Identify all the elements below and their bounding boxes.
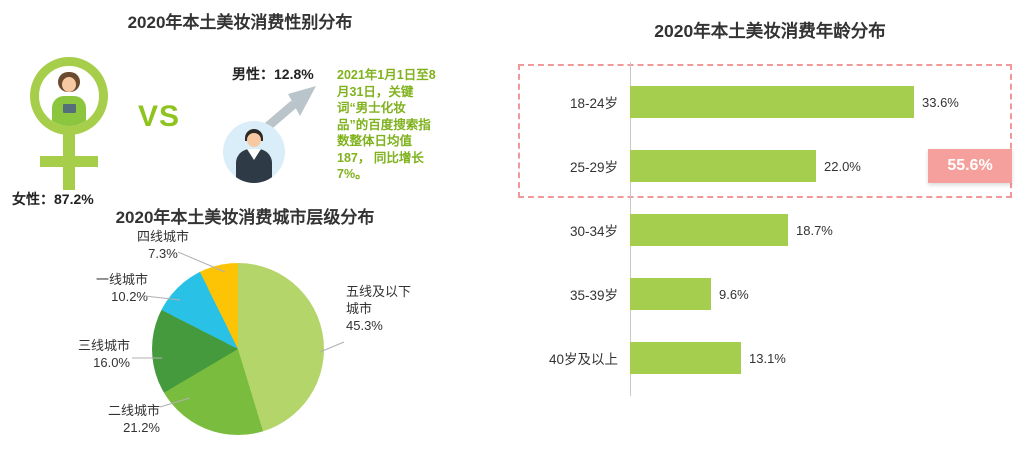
bar-value-label: 22.0% <box>824 158 861 174</box>
bar-value-label: 9.6% <box>719 286 749 302</box>
bar-category-label: 40岁及以上 <box>548 352 618 367</box>
female-face-shape <box>62 77 76 92</box>
pie-slice-label: 一线城市 10.2% <box>95 272 148 304</box>
bar-row: 35-39岁 9.6% <box>495 262 1023 326</box>
gender-chart-title: 2020年本土美妆消费性别分布 <box>127 13 353 32</box>
bar <box>630 342 741 374</box>
pie-slice-label: 二线城市 21.2% <box>107 403 160 435</box>
bar-row: 25-29岁 22.0% <box>495 134 1023 198</box>
male-percentage-label: 男性：12.8% <box>232 66 314 82</box>
annotation-highlight: 同比增长7%。 <box>337 150 424 182</box>
bar-category-label: 30-34岁 <box>569 224 618 239</box>
pie-slice-label: 三线城市 16.0% <box>77 338 130 370</box>
bar-value-label: 13.1% <box>749 350 786 366</box>
pie-slice-label: 四线城市 7.3% <box>136 229 189 261</box>
bar <box>630 214 788 246</box>
highlight-badge: 55.6% <box>928 149 1012 183</box>
bar-category-label: 35-39岁 <box>569 288 618 303</box>
baidu-search-annotation: 2021年1月1日至8月31日，关键词“男士化妆品”的百度搜索指数整体日均值18… <box>337 67 436 183</box>
city-tier-pie-chart <box>152 263 324 435</box>
vs-label: VS <box>138 100 181 133</box>
bar-value-label: 33.6% <box>922 94 959 110</box>
tablet-icon <box>63 104 76 113</box>
bar <box>630 150 816 182</box>
age-chart-title: 2020年本土美妆消费年龄分布 <box>654 21 886 41</box>
bar-row: 40岁及以上 13.1% <box>495 326 1023 390</box>
bar <box>630 278 711 310</box>
female-symbol-crossbar <box>40 156 98 167</box>
bar-category-label: 25-29岁 <box>569 160 618 175</box>
male-shirt-shape <box>247 149 261 160</box>
bar-row: 30-34岁 18.7% <box>495 198 1023 262</box>
male-avatar-icon <box>223 121 285 183</box>
age-bar-chart: 18-24岁 33.6% 25-29岁 22.0% 30-34岁 18.7% 35-39岁 9… <box>495 70 1023 390</box>
annotation-text: 2021年1月1日至8月31日，关键词“男士化妆品”的百度搜索指数整体日均值18… <box>337 68 436 165</box>
bar-row: 18-24岁 33.6% <box>495 70 1023 134</box>
female-percentage-label: 女性：87.2% <box>12 191 94 207</box>
bar-category-label: 18-24岁 <box>569 96 618 111</box>
male-face-shape <box>247 133 261 147</box>
bar-value-label: 18.7% <box>796 222 833 238</box>
bar <box>630 86 914 118</box>
highlight-outline <box>518 64 1012 198</box>
city-chart-title: 2020年本土美妆消费城市层级分布 <box>115 208 375 227</box>
female-avatar-icon <box>30 57 108 135</box>
pie-slice-label: 五线及以下城市 45.3% <box>346 284 412 333</box>
